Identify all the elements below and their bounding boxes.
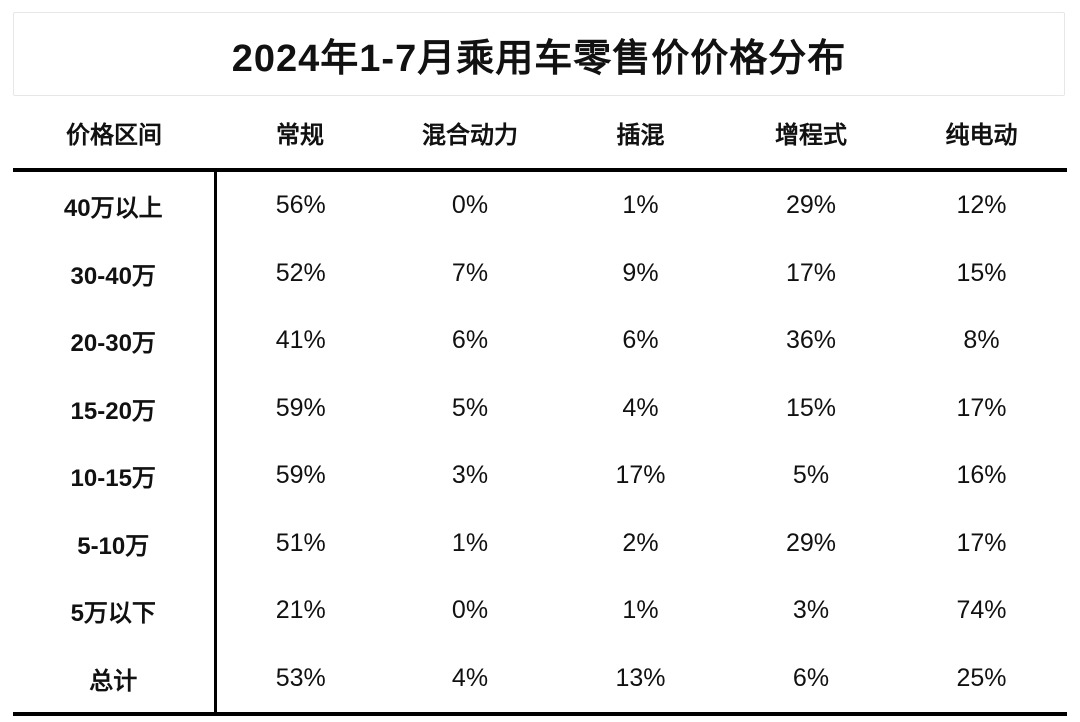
table-cell: 25%	[896, 644, 1067, 716]
table-cell: 17%	[956, 393, 1007, 422]
table-cell: 0%	[451, 191, 489, 220]
table-cell: 52%	[275, 258, 326, 287]
header-row: 价格区间 常规 混合动力 插混 增程式 纯电动	[13, 97, 1067, 172]
row-label: 15-20万	[13, 374, 217, 442]
column-header-erev: 增程式	[726, 97, 896, 172]
table-cell: 5%	[792, 461, 830, 490]
row-label: 10-15万	[13, 442, 217, 510]
table-row: 5万以下 21% 0% 1% 3% 74%	[13, 577, 1067, 645]
table-row: 30-40万 52% 7% 9% 17% 15%	[13, 239, 1067, 307]
table-cell: 36%	[785, 326, 837, 355]
table-cell: 8%	[963, 326, 1000, 355]
table-cell: 51%	[275, 528, 326, 557]
table-cell: 13%	[555, 644, 726, 716]
table-cell: 2%	[622, 528, 659, 557]
row-label: 30-40万	[13, 239, 217, 307]
table-cell: 15%	[785, 393, 837, 422]
table-cell: 4%	[385, 644, 555, 716]
table-cell: 15%	[956, 258, 1007, 287]
column-header-bev: 纯电动	[896, 97, 1067, 172]
column-header-price-range: 价格区间	[13, 97, 215, 172]
table-row: 40万以上 56% 0% 1% 29% 12%	[13, 170, 1067, 240]
table-cell: 12%	[956, 191, 1007, 220]
table-title-box: 2024年1-7月乘用车零售价价格分布	[13, 12, 1065, 96]
row-label: 5万以下	[13, 577, 217, 645]
table-cell: 56%	[275, 191, 326, 220]
table-cell: 17%	[615, 461, 666, 490]
table-cell: 6%	[622, 326, 659, 355]
table-cell: 3%	[792, 596, 830, 625]
table-cell: 16%	[956, 461, 1007, 490]
row-label: 20-30万	[13, 307, 217, 375]
table-cell: 1%	[451, 528, 489, 557]
table-row: 5-10万 51% 1% 2% 29% 17%	[13, 509, 1067, 577]
table-row-total: 总计 53% 4% 13% 6% 25%	[13, 644, 1067, 716]
table-cell: 21%	[275, 596, 326, 625]
table-row: 20-30万 41% 6% 6% 36% 8%	[13, 307, 1067, 375]
column-header-phev: 插混	[555, 97, 726, 172]
table-cell: 29%	[785, 191, 837, 220]
row-label: 40万以上	[13, 170, 217, 240]
row-label: 5-10万	[13, 509, 217, 577]
column-header-hybrid: 混合动力	[385, 97, 555, 172]
table-row: 10-15万 59% 3% 17% 5% 16%	[13, 442, 1067, 510]
table-cell: 6%	[451, 326, 489, 355]
table-cell: 5%	[451, 393, 489, 422]
table-cell: 1%	[622, 596, 659, 625]
table-cell: 17%	[785, 258, 837, 287]
price-distribution-table: 价格区间 常规 混合动力 插混 增程式 纯电动 40万以上 56% 0% 1% …	[13, 97, 1067, 716]
table-cell: 6%	[726, 644, 896, 716]
table-cell: 1%	[622, 191, 659, 220]
table-cell: 53%	[215, 644, 385, 716]
table-row: 15-20万 59% 5% 4% 15% 17%	[13, 374, 1067, 442]
table-cell: 0%	[451, 596, 489, 625]
page-title: 2024年1-7月乘用车零售价价格分布	[231, 37, 847, 80]
table-cell: 41%	[275, 326, 326, 355]
row-label-total: 总计	[13, 644, 217, 716]
column-header-conventional: 常规	[215, 97, 385, 172]
table-cell: 59%	[275, 461, 326, 490]
table-cell: 59%	[275, 393, 326, 422]
table-cell: 7%	[451, 258, 489, 287]
table-cell: 74%	[956, 596, 1007, 625]
table-cell: 3%	[451, 461, 489, 490]
table-cell: 9%	[622, 258, 659, 287]
table-cell: 29%	[785, 528, 837, 557]
table-cell: 17%	[956, 528, 1007, 557]
table-cell: 4%	[622, 393, 659, 422]
